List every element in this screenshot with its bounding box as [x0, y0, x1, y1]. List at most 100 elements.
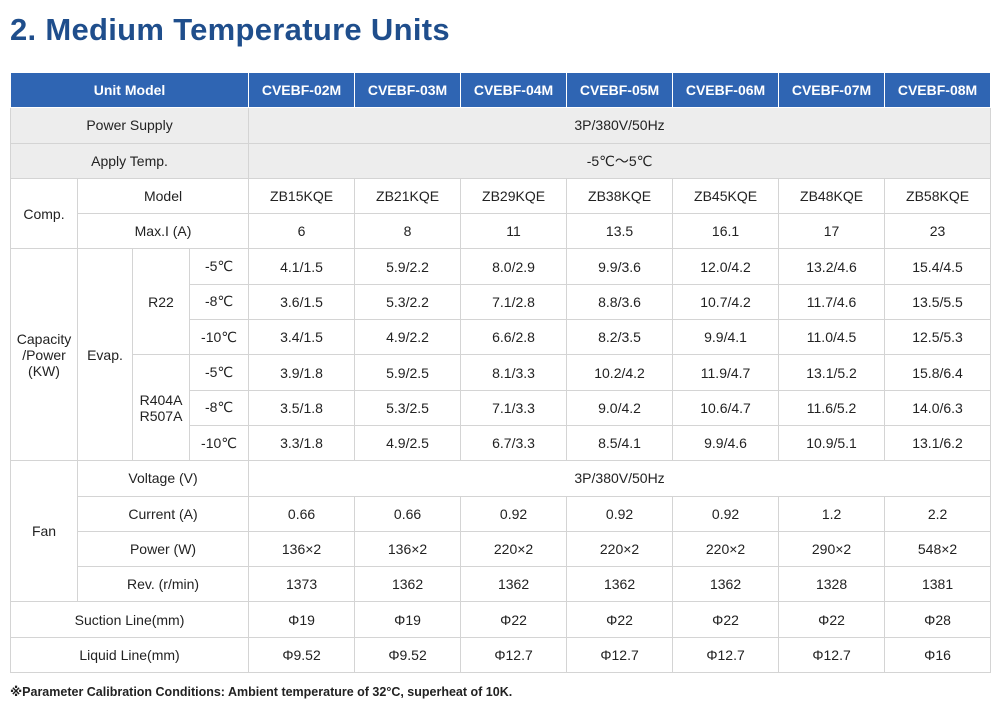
capacity-power-value: 9.9/4.6 — [672, 424, 780, 462]
capacity-power-value: 3.6/1.5 — [248, 283, 356, 321]
spec-table: Unit Model CVEBF-02M CVEBF-03M CVEBF-04M CVE… — [9, 71, 992, 674]
table-row: Apply Temp. -5℃～5℃ — [9, 142, 992, 179]
fan-power-value: 136×2 — [248, 530, 356, 568]
comp-model-value: ZB29KQE — [460, 177, 568, 215]
evap-temp-label: -5℃ — [188, 248, 250, 285]
cell-text-line: R404A — [139, 391, 183, 408]
fan-rev-value: 1362 — [354, 566, 462, 603]
fan-power-value: 220×2 — [672, 530, 780, 568]
table-row: Current (A) 0.66 0.66 0.92 0.92 0.92 1.2 2.2 — [11, 495, 992, 532]
capacity-power-value: 13.1/5.2 — [778, 354, 886, 391]
fan-power-value: 220×2 — [566, 530, 674, 568]
capacity-power-value: 5.3/2.5 — [354, 389, 462, 426]
row-label-comp-model: Model — [76, 177, 250, 215]
liquid-line-value: Φ12.7 — [566, 636, 674, 674]
row-label-max-current: Max.I (A) — [76, 213, 250, 250]
evap-temp-label: -5℃ — [188, 354, 250, 391]
capacity-power-value: 6.7/3.3 — [460, 424, 568, 462]
capacity-power-value: 4.9/2.5 — [354, 424, 462, 462]
table-row: -8℃ 3.5/1.8 5.3/2.5 7.1/3.3 9.0/4.2 10.6/4.7 1… — [11, 389, 992, 426]
liquid-line-value: Φ12.7 — [778, 636, 886, 674]
table-row: Suction Line(mm) Φ19 Φ19 Φ22 Φ22 Φ22 Φ22 Φ28 — [9, 601, 992, 638]
capacity-power-value: 7.1/3.3 — [460, 389, 568, 426]
capacity-power-value: 5.9/2.2 — [354, 248, 462, 285]
liquid-line-value: Φ9.52 — [354, 636, 462, 674]
suction-line-value: Φ28 — [884, 601, 992, 638]
table-row: -10℃ 3.4/1.5 4.9/2.2 6.6/2.8 8.2/3.5 9.9/4.1 1… — [11, 319, 992, 356]
evap-temp-label: -8℃ — [188, 389, 250, 426]
fan-rev-value: 1373 — [248, 566, 356, 603]
comp-model-value: ZB15KQE — [248, 177, 356, 215]
refrigerant-label: R22 — [132, 248, 190, 356]
capacity-power-value: 10.9/5.1 — [778, 424, 886, 462]
page-title: 2. Medium Temperature Units — [10, 12, 450, 47]
comp-model-value: ZB38KQE — [566, 177, 674, 215]
capacity-power-value: 8.0/2.9 — [460, 248, 568, 285]
liquid-line-value: Φ16 — [884, 636, 992, 674]
fan-current-value: 0.92 — [672, 495, 780, 532]
capacity-power-value: 8.8/3.6 — [566, 283, 674, 321]
cell-text-line: Capacity — [16, 330, 72, 347]
table-row: Comp. Model ZB15KQE ZB21KQE ZB29KQE ZB38KQE ZB… — [10, 177, 992, 250]
capacity-power-value: 14.0/6.3 — [884, 389, 992, 426]
fan-rev-value: 1362 — [672, 566, 780, 603]
capacity-power-value: 11.9/4.7 — [672, 354, 780, 391]
capacity-power-value: 11.7/4.6 — [778, 283, 886, 321]
comp-model-value: ZB45KQE — [672, 177, 780, 215]
table-row: Capacity/Power (KW) Evap. R22 -5℃ 4.1/1.5 5.9/… — [10, 248, 992, 462]
capacity-power-value: 11.6/5.2 — [778, 389, 886, 426]
fan-current-value: 0.66 — [354, 495, 462, 532]
capacity-power-value: 12.5/5.3 — [884, 319, 992, 356]
capacity-power-value: 9.0/4.2 — [566, 389, 674, 426]
row-label-fan-voltage: Voltage (V) — [76, 460, 250, 497]
capacity-power-value: 5.3/2.2 — [354, 283, 462, 321]
table-row: Power (W) 136×2 136×2 220×2 220×2 220×2 290×2 5… — [11, 530, 992, 568]
capacity-power-value: 10.6/4.7 — [672, 389, 780, 426]
fan-rev-value: 1328 — [778, 566, 886, 603]
cell-text-line: (KW) — [28, 362, 60, 379]
fan-power-value: 548×2 — [884, 530, 992, 568]
max-current-value: 6 — [248, 213, 356, 250]
header-model: CVEBF-08M — [884, 71, 992, 109]
fan-power-value: 290×2 — [778, 530, 886, 568]
liquid-line-value: Φ12.7 — [672, 636, 780, 674]
capacity-power-value: 10.7/4.2 — [672, 283, 780, 321]
capacity-power-value: 5.9/2.5 — [354, 354, 462, 391]
capacity-power-value: 9.9/4.1 — [672, 319, 780, 356]
comp-model-value: ZB48KQE — [778, 177, 886, 215]
capacity-power-value: 15.8/6.4 — [884, 354, 992, 391]
capacity-power-value: 3.3/1.8 — [248, 424, 356, 462]
capacity-power-value: 8.2/3.5 — [566, 319, 674, 356]
max-current-value: 11 — [460, 213, 568, 250]
fan-voltage-value: 3P/380V/50Hz — [248, 460, 992, 497]
capacity-power-value: 3.5/1.8 — [248, 389, 356, 426]
row-label-suction-line: Suction Line(mm) — [9, 601, 250, 638]
max-current-value: 16.1 — [672, 213, 780, 250]
evap-temp-label: -8℃ — [188, 283, 250, 321]
capacity-power-value: 8.1/3.3 — [460, 354, 568, 391]
comp-model-value: ZB21KQE — [354, 177, 462, 215]
fan-current-value: 1.2 — [778, 495, 886, 532]
header-model: CVEBF-06M — [672, 71, 780, 109]
suction-line-value: Φ22 — [460, 601, 568, 638]
table-row: R404A R507A -5℃ 3.9/1.8 5.9/2.5 8.1/3.3 10.2/4… — [11, 354, 992, 462]
capacity-power-value: 7.1/2.8 — [460, 283, 568, 321]
fan-power-value: 220×2 — [460, 530, 568, 568]
max-current-value: 17 — [778, 213, 886, 250]
capacity-power-value: 11.0/4.5 — [778, 319, 886, 356]
row-label-power-supply: Power Supply — [9, 107, 250, 144]
suction-line-value: Φ22 — [778, 601, 886, 638]
fan-rev-value: 1381 — [884, 566, 992, 603]
fan-power-value: 136×2 — [354, 530, 462, 568]
capacity-power-value: 13.1/6.2 — [884, 424, 992, 462]
table-row: -8℃ 3.6/1.5 5.3/2.2 7.1/2.8 8.8/3.6 10.7/4.2 1… — [11, 283, 992, 321]
header-model: CVEBF-02M — [248, 71, 356, 109]
max-current-value: 8 — [354, 213, 462, 250]
row-label-liquid-line: Liquid Line(mm) — [9, 636, 250, 674]
row-label-fan-current: Current (A) — [76, 495, 250, 532]
cell-text-line: R507A — [139, 407, 183, 424]
fan-rev-value: 1362 — [566, 566, 674, 603]
capacity-power-value: 3.9/1.8 — [248, 354, 356, 391]
capacity-power-value: 6.6/2.8 — [460, 319, 568, 356]
capacity-power-value: 13.5/5.5 — [884, 283, 992, 321]
